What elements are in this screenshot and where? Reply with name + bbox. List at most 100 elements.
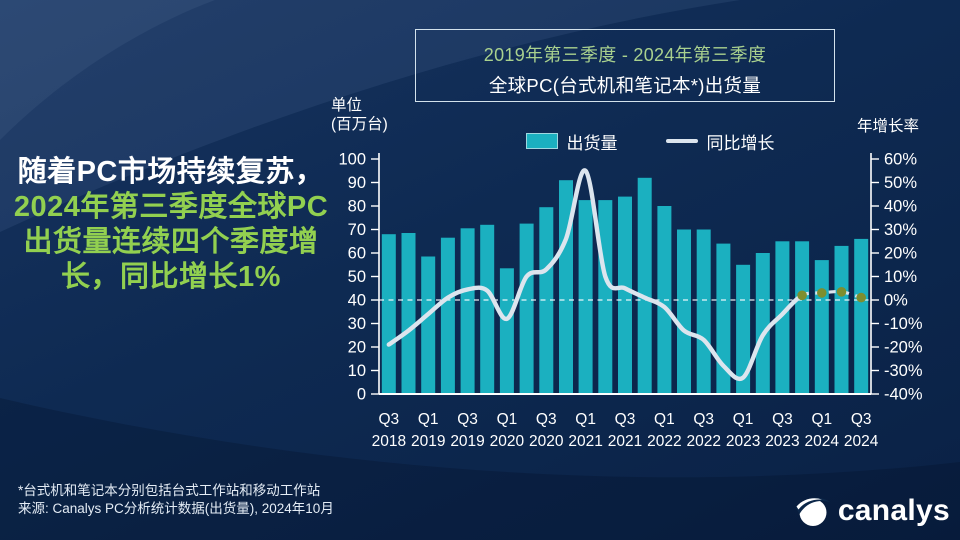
- shipment-bar-2024-Q1: [814, 260, 829, 394]
- right-axis-title: 年增长率: [857, 118, 920, 135]
- chart-period: 2019年第三季度 - 2024年第三季度: [483, 45, 767, 65]
- legend-item-growth: 同比增长: [665, 129, 775, 154]
- left-tick-label: 10: [348, 362, 366, 380]
- footnote-asterisk: *台式机和笔记本分别包括台式工作站和移动工作站: [18, 483, 321, 498]
- headline: 随着PC市场持续复苏，2024年第三季度全球PC出货量连续四个季度增长，同比增长…: [12, 155, 330, 295]
- growth-marker-2024-Q2: [836, 287, 847, 297]
- x-label-year: 2020: [529, 433, 564, 450]
- right-tick-label: 40%: [884, 198, 917, 216]
- x-label-year: 2020: [490, 433, 525, 450]
- chart-title: 全球PC(台式机和笔记本*)出货量: [488, 75, 762, 96]
- shipment-bar-2018-Q4: [401, 233, 416, 394]
- right-tick-label: 10%: [884, 268, 917, 286]
- shipment-bar-2024-Q3: [854, 238, 869, 394]
- right-tick-label: -30%: [884, 362, 923, 380]
- right-tick-label: 30%: [884, 221, 917, 239]
- shipment-bar-2022-Q4: [716, 243, 731, 394]
- shipment-bar-2020-Q1: [499, 268, 514, 394]
- footnote-source: 来源: Canalys PC分析统计数据(出货量), 2024年10月: [18, 501, 334, 516]
- x-label-quarter: Q3: [851, 411, 872, 428]
- shipment-bar-2022-Q2: [677, 229, 691, 394]
- left-tick-label: 0: [357, 386, 366, 404]
- shipment-bar-2023-Q4: [795, 241, 810, 395]
- right-tick-label: -20%: [884, 339, 923, 357]
- legend-line-label: 同比增长: [706, 133, 775, 153]
- x-label-year: 2024: [805, 433, 840, 450]
- left-tick-label: 70: [348, 221, 366, 239]
- canalys-logo: canalys: [795, 493, 950, 529]
- left-axis-title-line1: 单位: [331, 97, 363, 114]
- legend-line-swatch: [665, 138, 698, 144]
- left-axis-title: 单位 (百万台): [331, 96, 388, 134]
- x-label-year: 2024: [844, 433, 879, 450]
- bg-arc-bottom: [0, 398, 960, 540]
- shipment-bar-2021-Q2: [598, 200, 613, 394]
- x-label-year: 2021: [568, 433, 602, 450]
- left-tick-label: 30: [348, 315, 366, 333]
- x-label-year: 2023: [765, 433, 799, 450]
- growth-marker-2024-Q3: [856, 292, 866, 303]
- chart-title-box: 2019年第三季度 - 2024年第三季度 全球PC(台式机和笔记本*)出货量: [415, 29, 835, 102]
- yoy-growth-line: [386, 168, 805, 381]
- left-tick-label: 60: [348, 245, 366, 263]
- x-label-quarter: Q3: [693, 411, 714, 428]
- shipment-bar-2018-Q3: [381, 234, 396, 394]
- x-label-quarter: Q1: [575, 411, 596, 428]
- shipment-bar-2021-Q1: [578, 200, 593, 394]
- canalys-logo-text: canalys: [837, 494, 950, 527]
- canalys-logo-icon: [795, 497, 831, 526]
- x-label-year: 2018: [372, 433, 406, 450]
- left-tick-label: 50: [348, 268, 366, 286]
- x-label-quarter: Q1: [418, 411, 439, 428]
- shipment-bar-2023-Q1: [736, 264, 751, 395]
- shipment-bar-2023-Q2: [755, 253, 770, 394]
- x-label-quarter: Q3: [536, 411, 557, 428]
- shipment-bar-2023-Q3: [775, 241, 790, 395]
- x-label-quarter: Q3: [615, 411, 636, 428]
- legend-item-shipments: 出货量: [525, 129, 618, 154]
- right-tick-label: 50%: [884, 174, 917, 192]
- shipment-bar-2020-Q2: [519, 223, 534, 394]
- shipment-bar-2019-Q2: [440, 237, 455, 394]
- x-label-year: 2019: [450, 433, 484, 450]
- shipment-bar-2020-Q3: [539, 207, 554, 394]
- bg-arc-top-left: [0, 0, 740, 232]
- right-tick-label: 20%: [884, 245, 917, 263]
- shipment-bar-2022-Q3: [696, 229, 711, 394]
- right-tick-label: 0%: [884, 292, 908, 310]
- x-label-quarter: Q3: [457, 411, 478, 428]
- left-axis-title-line2: (百万台): [331, 116, 388, 133]
- x-label-year: 2022: [686, 433, 720, 450]
- headline-green-text: 2024年第三季度全球PC出货量连续四个季度增长，同比增长1%: [13, 191, 329, 293]
- x-label-quarter: Q3: [378, 411, 399, 428]
- shipment-bar-2021-Q3: [618, 196, 632, 394]
- headline-white-text: 随着PC市场持续复苏，: [17, 156, 325, 188]
- x-label-quarter: Q1: [497, 411, 518, 428]
- shipment-bar-2021-Q4: [637, 177, 652, 394]
- left-tick-label: 90: [348, 174, 366, 192]
- right-tick-label: 60%: [884, 151, 917, 169]
- yoy-growth-line-dashed: [801, 289, 862, 300]
- right-tick-label: -10%: [884, 315, 923, 333]
- shipment-bar-2019-Q1: [421, 256, 436, 394]
- left-tick-label: 100: [338, 151, 366, 169]
- right-tick-label: -40%: [884, 386, 923, 404]
- growth-marker-2023-Q4: [797, 290, 807, 301]
- left-tick-label: 40: [348, 292, 366, 310]
- shipment-bar-2019-Q4: [480, 224, 495, 394]
- x-label-year: 2022: [647, 433, 681, 450]
- x-label-year: 2023: [726, 433, 760, 450]
- footnotes: *台式机和笔记本分别包括台式工作站和移动工作站 来源: Canalys PC分析…: [18, 482, 334, 518]
- x-label-year: 2021: [608, 433, 642, 450]
- growth-marker-2024-Q1: [817, 288, 827, 298]
- bg-arc-corner: [0, 0, 215, 140]
- x-label-year: 2019: [411, 433, 445, 450]
- x-label-quarter: Q1: [811, 411, 832, 428]
- legend-bar-label: 出货量: [566, 133, 618, 153]
- x-label-quarter: Q3: [772, 411, 793, 428]
- left-tick-label: 80: [348, 198, 366, 216]
- left-tick-label: 20: [348, 339, 366, 357]
